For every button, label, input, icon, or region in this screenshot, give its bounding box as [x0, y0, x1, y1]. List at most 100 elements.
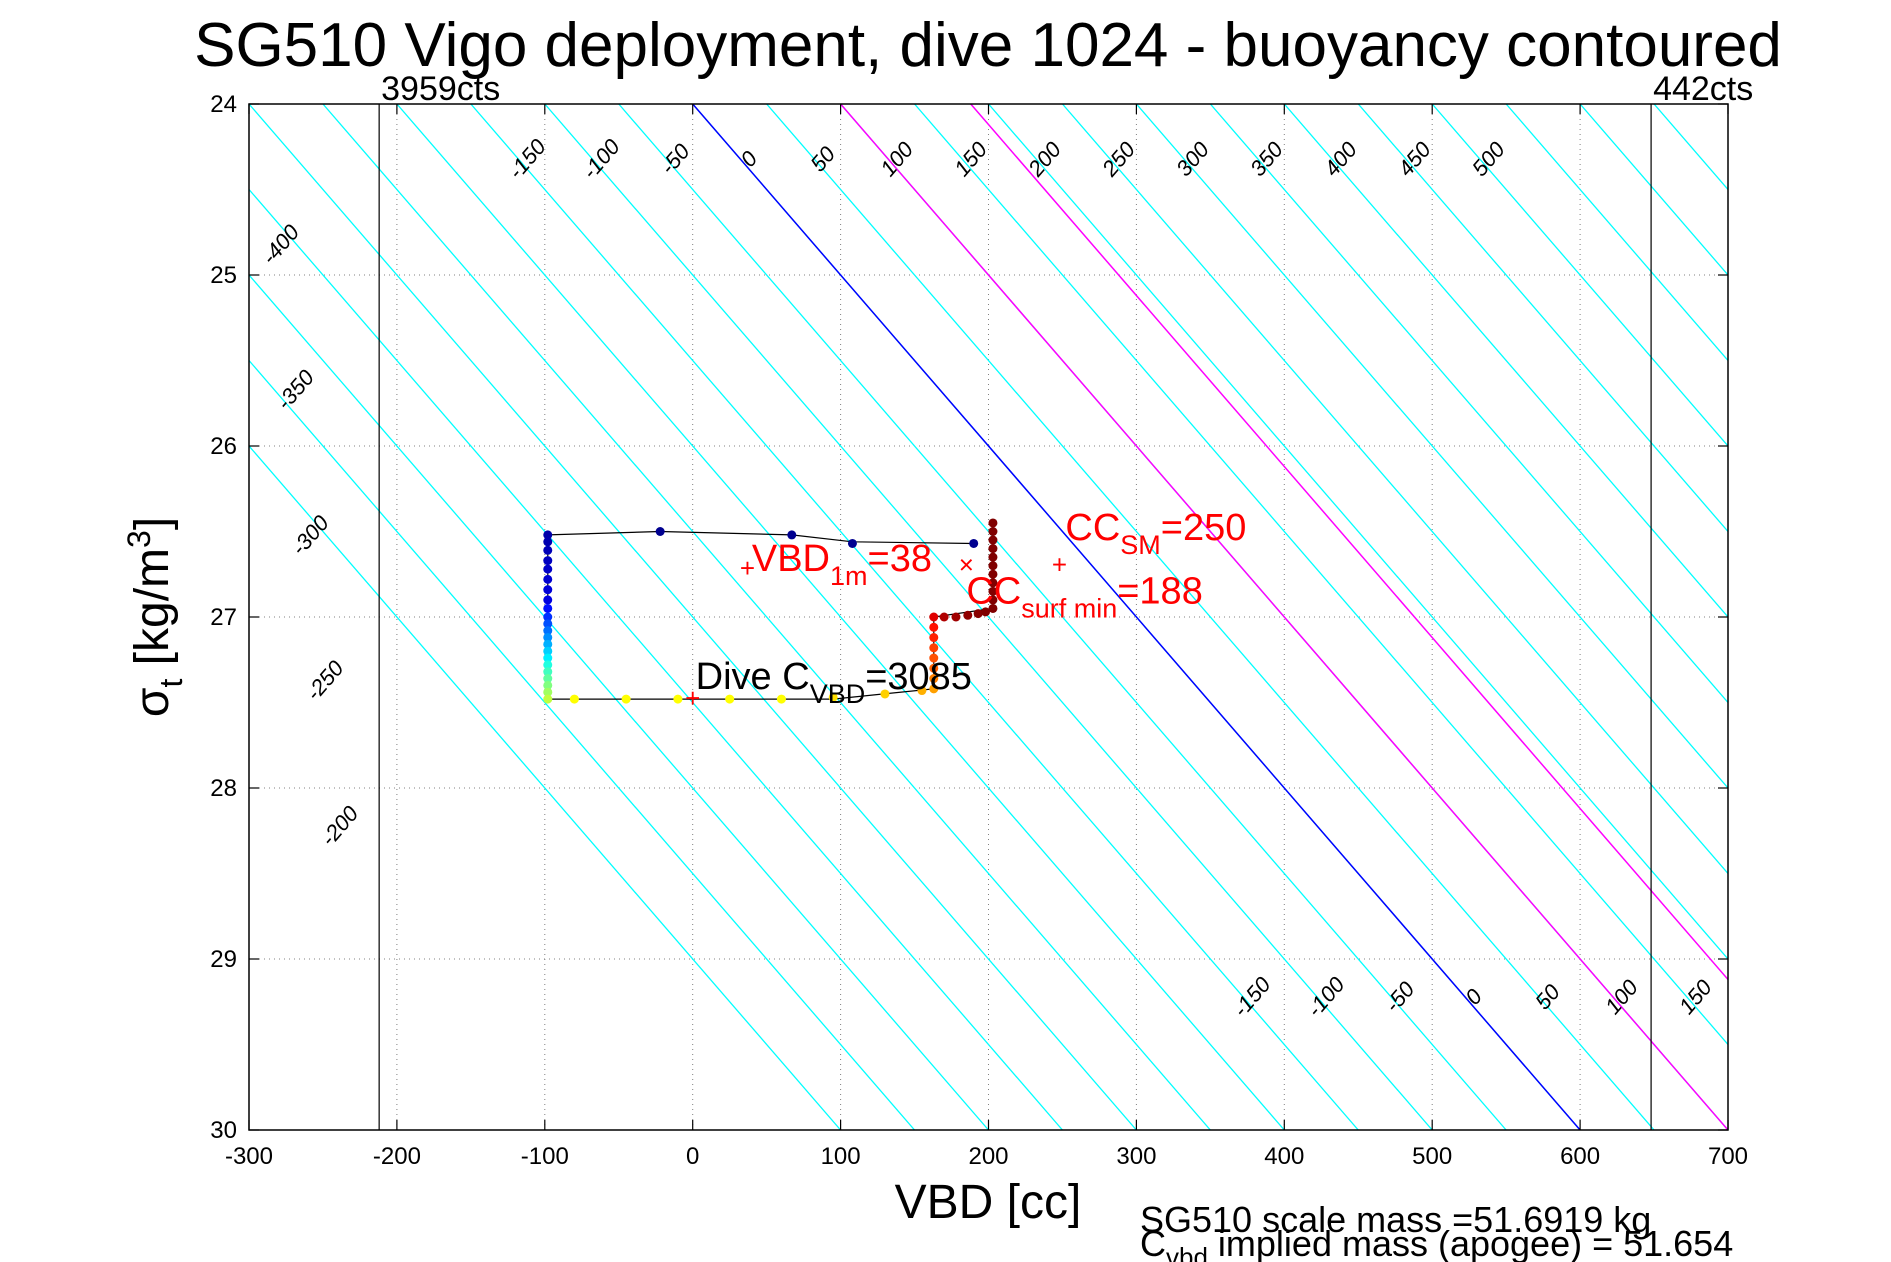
y-tick-label: 24 [210, 91, 237, 118]
contour-line [1505, 104, 1728, 362]
annotation-value: =188 [1117, 570, 1203, 612]
contour-line [618, 104, 1507, 1130]
y-axis-label-unit: [kg/m [126, 548, 179, 665]
x-tick-label: 500 [1412, 1143, 1452, 1170]
chart-title: SG510 Vigo deployment, dive 1024 - buoya… [194, 11, 1782, 80]
data-point [569, 694, 579, 704]
data-point [880, 689, 890, 699]
x-tick-label: 700 [1708, 1143, 1748, 1170]
data-point [929, 633, 939, 643]
contour-line [1135, 104, 1728, 789]
data-point [981, 607, 991, 617]
x-tick-label: 0 [686, 1143, 699, 1170]
x-axis-label: VBD [cc] [895, 1176, 1082, 1229]
data-point [917, 686, 927, 696]
x-tick-label: 400 [1264, 1143, 1304, 1170]
data-point [988, 527, 998, 536]
data-point [543, 660, 553, 670]
data-point [543, 545, 553, 555]
annotation: VBD1m=38 [752, 538, 932, 591]
data-point [543, 680, 553, 690]
x-tick-label: 100 [821, 1143, 861, 1170]
y-tick-label: 27 [210, 604, 237, 631]
contour-line [1283, 104, 1728, 618]
data-point [988, 595, 998, 605]
markers: + × + + [685, 550, 1067, 713]
data-point [929, 663, 939, 673]
contour-highlight-line [840, 104, 1728, 1130]
data-point [988, 535, 998, 545]
contour-line [1357, 104, 1728, 533]
data-point [543, 687, 553, 697]
annotation-sub: VBD [810, 679, 866, 709]
data-point [543, 694, 553, 704]
contour-line [766, 104, 1655, 1130]
data-point [988, 552, 998, 562]
contour-line [914, 104, 1728, 1046]
data-point [988, 518, 998, 528]
contour-highlight-line [692, 104, 1581, 1130]
contour-line [249, 104, 1137, 1130]
contour-line [470, 104, 1359, 1130]
y-axis-label-unit-sup: 3 [121, 530, 157, 548]
data-point [988, 603, 998, 613]
data-point [543, 674, 553, 684]
buoyancy-contours [249, 104, 1728, 1130]
contour-line [544, 104, 1433, 1130]
data-point [963, 610, 973, 620]
contour-line [249, 359, 916, 1130]
annotation-sub: SM [1120, 530, 1161, 560]
data-point [543, 530, 553, 540]
annotation-sub: 1m [830, 561, 868, 591]
data-point [929, 612, 939, 622]
marker: + [1052, 550, 1067, 580]
contour-line [322, 104, 1211, 1130]
data-point [543, 633, 553, 643]
data-point [776, 694, 786, 704]
footer-implied-mass-main: C [1140, 1223, 1166, 1262]
footer-implied-mass: Cvbd implied mass (apogee) = 51.654 [1140, 1223, 1733, 1262]
x-tick-label: -300 [225, 1143, 273, 1170]
data-point [939, 612, 949, 622]
y-tick-label: 26 [210, 433, 237, 460]
data-point [847, 538, 857, 548]
annotation-value: =250 [1161, 507, 1247, 549]
data-point [673, 694, 683, 704]
x-axis-ticks: -300 -200 -100 0 100 200 300 400 500 600 700 [225, 104, 1748, 1170]
data-point [828, 692, 838, 702]
data-point [543, 537, 553, 547]
y-axis-label-main: σ [126, 688, 179, 718]
data-point [929, 622, 939, 632]
annotation: CCsurf min=188 [966, 570, 1203, 623]
data-point [543, 653, 553, 663]
data-point [543, 603, 553, 613]
data-point [543, 574, 553, 584]
data-point [543, 639, 553, 649]
data-point [543, 612, 553, 622]
data-point [543, 595, 553, 605]
annotation-main: VBD [752, 538, 830, 580]
contour-highlight-line [970, 104, 1728, 981]
annotation-value: =38 [868, 538, 932, 580]
y-axis-ticks: 24 25 26 27 28 29 30 [210, 91, 1728, 1144]
x-tick-label: 200 [968, 1143, 1008, 1170]
y-axis-label-unit-close: ] [126, 517, 179, 530]
data-point [988, 586, 998, 596]
data-point [988, 578, 998, 588]
data-point [929, 684, 939, 694]
data-point [969, 538, 979, 548]
footer-implied-mass-rest: implied mass (apogee) = 51.654 [1208, 1223, 1733, 1262]
data-point [543, 646, 553, 656]
data-point [787, 530, 797, 540]
limit-label: 442cts [1653, 70, 1753, 108]
data-point [543, 564, 553, 574]
marker: + [740, 553, 755, 583]
data-points [543, 518, 998, 704]
data-point [988, 561, 998, 571]
contour-line [249, 445, 842, 1130]
marker: × [959, 550, 974, 580]
data-point [973, 609, 983, 619]
contour-line [988, 104, 1728, 960]
